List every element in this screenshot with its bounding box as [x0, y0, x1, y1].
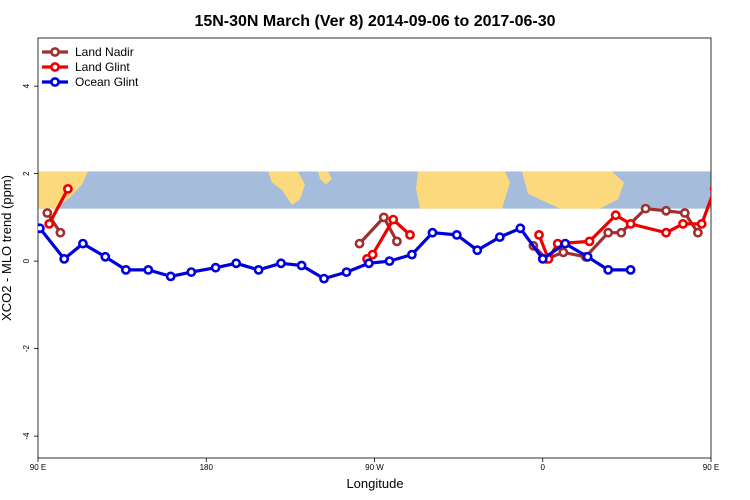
data-point-ocean-glint	[341, 267, 352, 277]
land-asia-west	[38, 171, 88, 209]
data-point-ocean-glint	[384, 256, 395, 266]
data-point-land-glint	[709, 185, 711, 193]
data-point-land-nadir	[558, 247, 569, 258]
legend-label: Land Nadir	[75, 45, 134, 59]
data-point-land-nadir	[55, 227, 66, 238]
legend-label: Ocean Glint	[75, 75, 139, 89]
series-line-land-glint	[47, 188, 70, 225]
data-point-land-nadir	[640, 203, 651, 214]
data-point-ocean-glint	[537, 253, 548, 264]
legend-label: Land Glint	[75, 60, 130, 74]
data-point-land-glint	[584, 236, 595, 247]
y-tick-label: 2	[22, 171, 31, 176]
data-point-ocean-glint	[515, 223, 526, 234]
x-tick-label: 180	[200, 463, 214, 472]
data-point-land-nadir	[679, 208, 690, 218]
chart-title: 15N-30N March (Ver 8) 2014-09-06 to 2017…	[194, 13, 555, 30]
data-point-land-glint	[696, 218, 707, 229]
land-arabia-india	[522, 171, 624, 209]
y-axis: -4 -2 0 2 4	[22, 83, 38, 440]
x-tick-label: 0	[541, 463, 546, 472]
data-point-land-nadir	[661, 205, 671, 216]
data-point-land-glint	[367, 249, 378, 260]
data-point-ocean-glint	[603, 264, 614, 275]
data-point-ocean-glint	[210, 262, 221, 273]
x-axis-label: Longitude	[346, 476, 403, 491]
data-point-ocean-glint	[78, 238, 88, 249]
legend-item-land-nadir: Land Nadir	[42, 45, 134, 59]
data-point-land-glint	[405, 229, 415, 240]
data-point-land-nadir	[391, 236, 402, 247]
x-axis: 90 E 180 90 W 0 90 E	[30, 458, 719, 472]
data-point-ocean-glint	[59, 253, 70, 264]
data-point-ocean-glint	[472, 245, 483, 256]
land-mexico-strip	[318, 171, 332, 185]
data-point-ocean-glint	[100, 251, 111, 262]
data-point-land-glint	[534, 229, 544, 240]
y-tick-label: -4	[22, 432, 31, 440]
map-band	[38, 171, 711, 209]
x-tick-label: 90 E	[30, 463, 46, 472]
data-point-ocean-glint	[582, 251, 593, 262]
data-point-land-glint	[625, 218, 636, 229]
series-ocean-glint	[38, 223, 636, 284]
data-point-ocean-glint	[276, 258, 286, 269]
data-point-land-nadir	[42, 208, 53, 218]
series-group	[38, 183, 711, 284]
data-point-land-glint	[661, 227, 671, 238]
data-point-ocean-glint	[165, 271, 176, 282]
x-tick-label: 90 E	[703, 463, 719, 472]
data-point-ocean-glint	[231, 258, 242, 269]
series-land-nadir	[42, 203, 703, 264]
data-point-ocean-glint	[319, 273, 329, 284]
data-point-land-nadir	[603, 227, 614, 238]
y-tick-label: 0	[22, 258, 31, 263]
data-point-land-nadir	[693, 227, 703, 238]
data-point-ocean-glint	[625, 264, 636, 275]
x-tick-label: 90 W	[365, 463, 384, 472]
data-point-ocean-glint	[560, 238, 571, 249]
data-point-ocean-glint	[186, 267, 197, 277]
data-point-ocean-glint	[451, 229, 462, 240]
legend-item-land-glint: Land Glint	[42, 60, 130, 74]
data-point-land-glint	[388, 214, 399, 225]
series-line-land-nadir	[532, 207, 700, 261]
data-point-land-nadir	[354, 238, 365, 249]
land-africa	[416, 171, 510, 209]
data-point-land-glint	[44, 218, 55, 229]
data-point-ocean-glint	[253, 264, 264, 275]
data-point-land-glint	[678, 218, 688, 229]
data-point-ocean-glint	[143, 264, 154, 275]
data-point-ocean-glint	[427, 227, 438, 238]
data-point-land-glint	[610, 210, 621, 221]
data-point-ocean-glint	[363, 258, 374, 269]
legend-marker	[50, 77, 60, 87]
series-line-ocean-glint	[38, 226, 631, 281]
data-point-ocean-glint	[296, 260, 307, 271]
y-axis-label: XCO2 - MLO trend (ppm)	[0, 175, 14, 321]
legend-marker	[50, 62, 60, 72]
legend-marker	[50, 47, 60, 57]
data-point-ocean-glint	[406, 249, 417, 260]
y-tick-label: -2	[22, 345, 31, 353]
data-point-land-nadir	[378, 212, 389, 223]
data-point-ocean-glint	[121, 264, 131, 275]
y-tick-label: 4	[22, 83, 31, 88]
data-point-land-glint	[63, 183, 73, 194]
plot-area	[37, 37, 712, 459]
data-point-land-nadir	[616, 227, 627, 238]
land-north-america	[268, 171, 305, 205]
data-point-ocean-glint	[38, 223, 45, 234]
data-point-ocean-glint	[494, 232, 505, 242]
legend-item-ocean-glint: Ocean Glint	[42, 75, 139, 89]
